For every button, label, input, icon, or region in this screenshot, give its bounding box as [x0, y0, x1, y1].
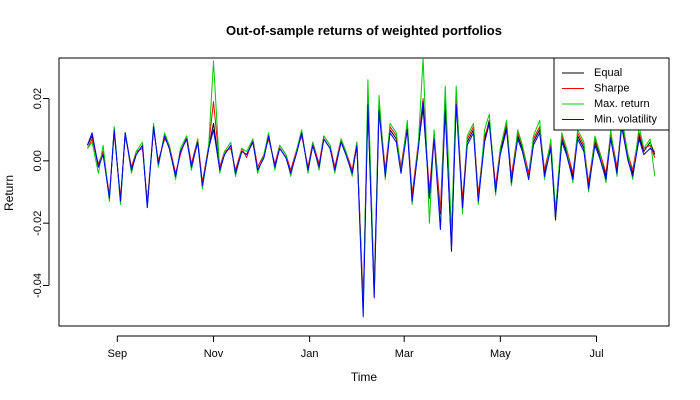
y-tick-label: -0.02: [32, 211, 44, 236]
x-axis-label: Time: [351, 370, 378, 384]
x-tick-label: Jan: [301, 348, 319, 360]
x-tick-label: Nov: [204, 348, 224, 360]
series-line-min-volatility: [86, 101, 656, 318]
y-tick-label: 0.00: [32, 150, 44, 171]
legend-label: Sharpe: [594, 82, 629, 94]
x-tick-label: Sep: [108, 348, 128, 360]
series-layer: [86, 58, 656, 318]
series-line-max-return: [86, 58, 656, 311]
y-axis: -0.04 -0.02 0.00 0.02: [32, 88, 50, 298]
legend-label: Equal: [594, 67, 622, 79]
y-tick-label: -0.04: [32, 273, 44, 298]
legend-label: Min. volatility: [594, 113, 657, 125]
legend: Equal Sharpe Max. return Min. volatility: [553, 57, 670, 131]
plot-frame: [58, 57, 670, 327]
y-tick-label: 0.02: [32, 88, 44, 109]
chart-title: Out-of-sample returns of weighted portfo…: [226, 23, 502, 38]
x-tick-label: Jul: [589, 348, 603, 360]
x-tick-label: May: [490, 348, 511, 360]
x-tick-label: Mar: [395, 348, 414, 360]
y-axis-label: Return: [2, 175, 16, 211]
x-axis: Sep Nov Jan Mar May Jul: [108, 335, 604, 360]
legend-label: Max. return: [594, 98, 650, 110]
legend-box: [553, 57, 670, 131]
